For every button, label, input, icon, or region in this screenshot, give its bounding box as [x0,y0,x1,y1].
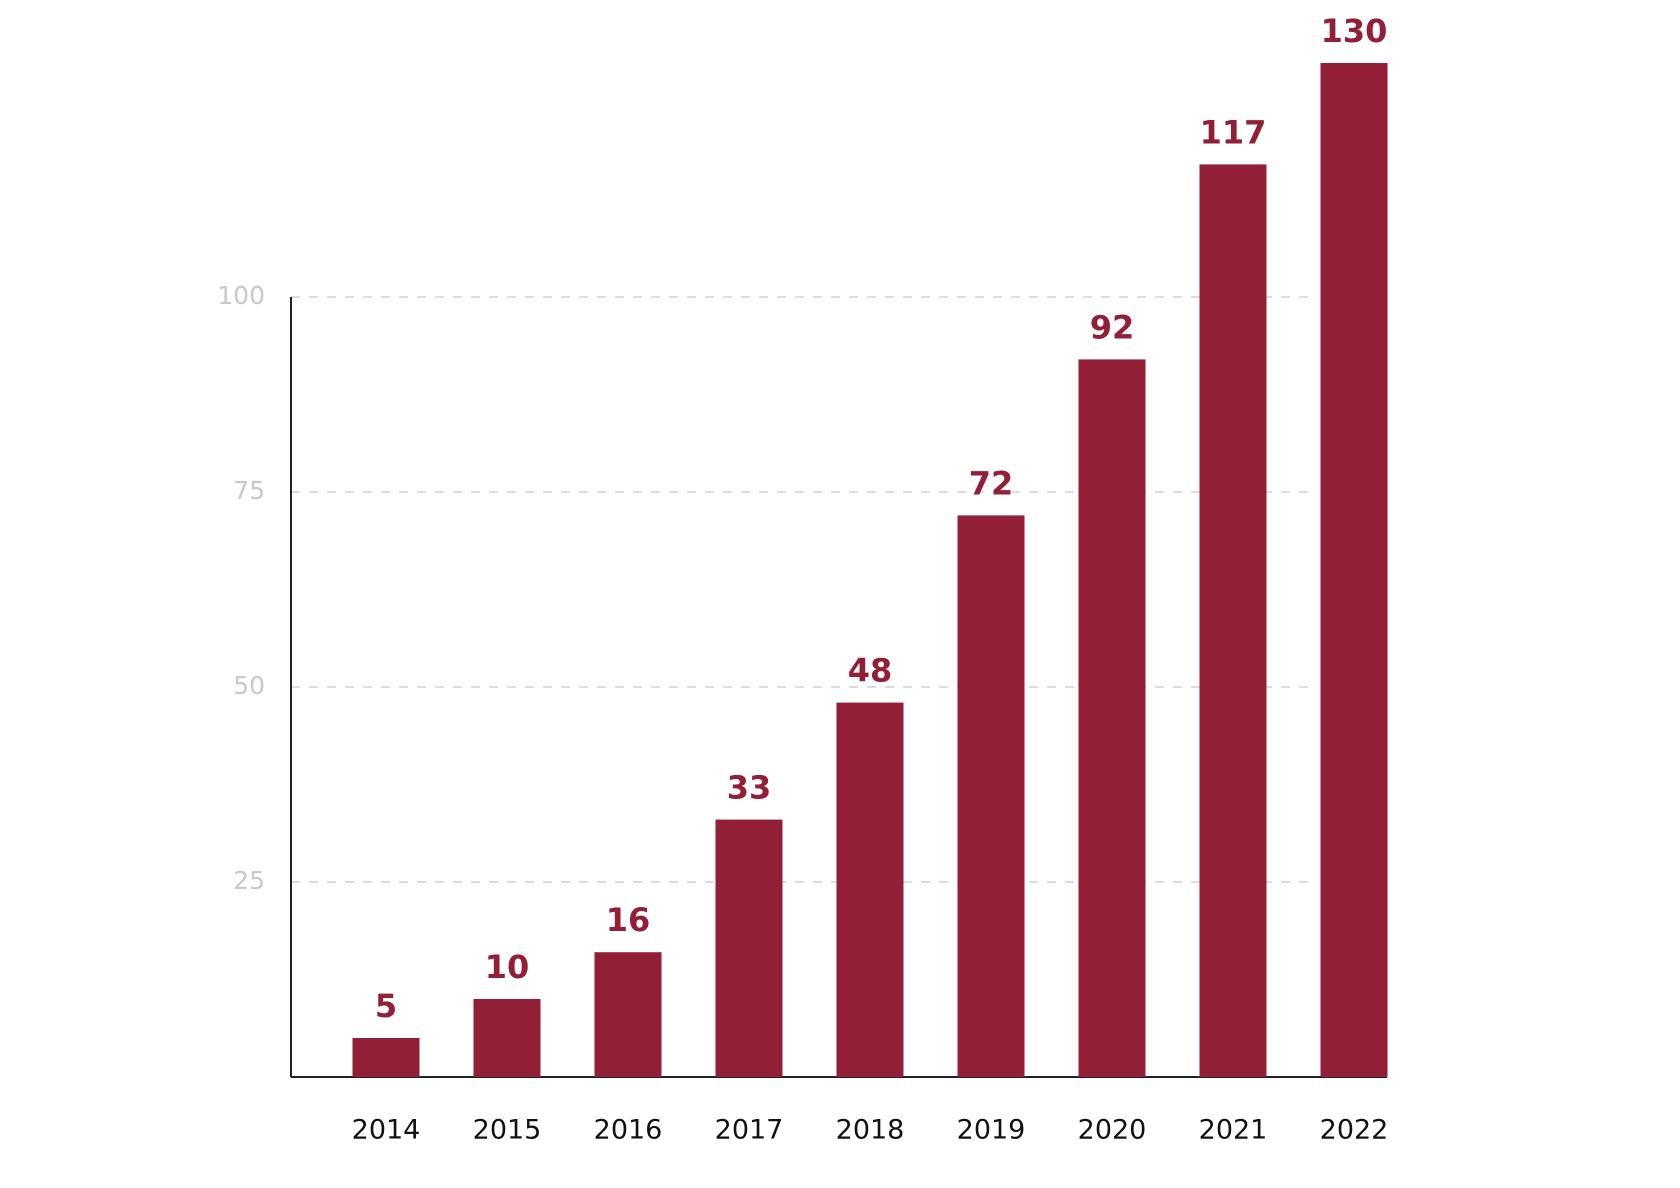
value-label: 130 [1321,12,1388,50]
value-label: 10 [485,948,530,986]
x-tick-label: 2018 [836,1115,905,1146]
value-label: 48 [848,652,893,690]
x-tick-label: 2014 [352,1115,421,1146]
bar [1078,359,1146,1077]
x-tick-label: 2016 [594,1115,663,1146]
bar [594,952,662,1077]
value-label: 5 [375,987,397,1025]
bar [473,999,541,1077]
value-label: 117 [1200,113,1267,151]
bar [1199,164,1267,1077]
bar [957,515,1025,1077]
y-tick-label: 50 [233,671,265,700]
value-label: 33 [727,769,772,807]
bar [1320,63,1388,1077]
x-tick-label: 2022 [1320,1115,1389,1146]
x-tick-label: 2020 [1078,1115,1147,1146]
value-label: 92 [1090,308,1135,346]
value-label: 16 [606,901,651,939]
y-tick-label: 25 [233,866,265,895]
bar [715,819,783,1077]
bar [352,1038,420,1077]
x-tick-label: 2015 [473,1115,542,1146]
x-tick-label: 2019 [957,1115,1026,1146]
y-tick-label: 100 [217,281,265,310]
x-tick-label: 2017 [715,1115,784,1146]
value-label: 72 [969,464,1014,502]
bar [836,702,904,1077]
y-tick-label: 75 [233,476,265,505]
x-tick-label: 2021 [1199,1115,1268,1146]
